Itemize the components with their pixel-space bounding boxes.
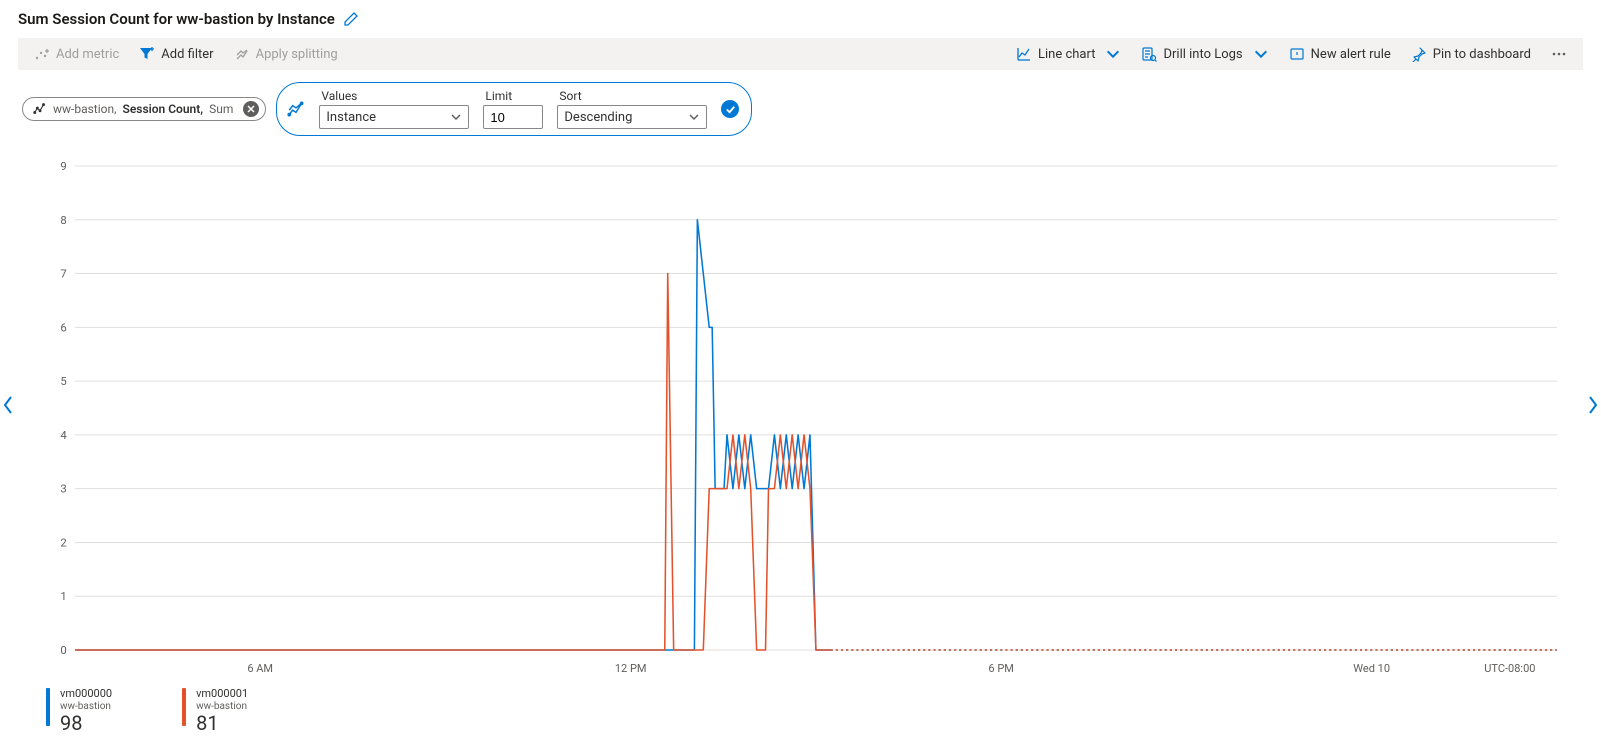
- chevron-down-icon: [1253, 46, 1269, 62]
- apply-splitting-button[interactable]: Apply splitting: [226, 40, 346, 68]
- split-icon: [234, 46, 250, 62]
- legend-swatch: [46, 688, 50, 726]
- legend-series-name: vm000000: [60, 688, 112, 701]
- toolbar: Add metric Add filter Apply splitting Li…: [18, 38, 1583, 70]
- metric-resource: ww-bastion,: [53, 102, 117, 116]
- drill-into-logs-label: Drill into Logs: [1163, 47, 1242, 62]
- pin-to-dashboard-button[interactable]: Pin to dashboard: [1403, 40, 1539, 68]
- page-title: Sum Session Count for ww-bastion by Inst…: [18, 10, 335, 28]
- svg-text:3: 3: [60, 483, 66, 496]
- new-alert-rule-label: New alert rule: [1311, 47, 1391, 62]
- x-tick-label: 12 PM: [615, 662, 647, 675]
- metric-pill[interactable]: ww-bastion, Session Count, Sum: [22, 97, 266, 121]
- line-chart-icon: [1016, 46, 1032, 62]
- legend-series-value: 98: [60, 713, 112, 734]
- add-filter-button[interactable]: Add filter: [131, 40, 221, 68]
- chart-svg[interactable]: 0 1 2 3 4 5 6 7 8 9: [40, 162, 1561, 662]
- logs-icon: [1141, 46, 1157, 62]
- sort-selected: Descending: [564, 110, 632, 125]
- chevron-down-icon: [450, 111, 462, 123]
- svg-text:6: 6: [60, 321, 66, 334]
- svg-text:7: 7: [60, 268, 66, 281]
- timezone-label: UTC-08:00: [1484, 662, 1535, 675]
- pin-icon: [1411, 46, 1427, 62]
- more-icon: [1551, 46, 1567, 62]
- limit-input[interactable]: [483, 105, 543, 129]
- pin-to-dashboard-label: Pin to dashboard: [1433, 47, 1531, 62]
- values-select[interactable]: Instance: [319, 105, 469, 129]
- check-icon: [725, 104, 736, 115]
- svg-text:1: 1: [60, 590, 66, 603]
- add-metric-button[interactable]: Add metric: [26, 40, 127, 68]
- x-axis: UTC-08:00 6 AM 12 PM 6 PM Wed 10: [40, 662, 1561, 680]
- values-selected: Instance: [326, 110, 376, 125]
- scatter-plus-icon: [34, 46, 50, 62]
- svg-text:0: 0: [60, 644, 66, 657]
- edit-icon[interactable]: [343, 11, 359, 27]
- legend-series-value: 81: [196, 713, 248, 734]
- svg-text:5: 5: [60, 375, 66, 388]
- values-label: Values: [319, 89, 469, 103]
- metric-aggregation: Sum: [209, 102, 233, 116]
- apply-split-button[interactable]: [721, 100, 739, 118]
- split-icon: [287, 100, 305, 118]
- close-icon: [246, 104, 256, 114]
- svg-text:8: 8: [60, 214, 66, 227]
- line-chart-label: Line chart: [1038, 47, 1095, 62]
- sort-label: Sort: [557, 89, 707, 103]
- x-tick-label: 6 PM: [988, 662, 1013, 675]
- add-filter-label: Add filter: [161, 47, 213, 62]
- legend-swatch: [182, 688, 186, 726]
- x-tick-label: 6 AM: [247, 662, 273, 675]
- next-time-range-button[interactable]: [1587, 395, 1599, 415]
- toolbar-more-button[interactable]: [1543, 40, 1575, 68]
- legend-series-name: vm000001: [196, 688, 248, 701]
- sort-select[interactable]: Descending: [557, 105, 707, 129]
- new-alert-rule-button[interactable]: New alert rule: [1281, 40, 1399, 68]
- limit-label: Limit: [483, 89, 543, 103]
- chevron-down-icon: [688, 111, 700, 123]
- add-metric-label: Add metric: [56, 47, 119, 62]
- x-tick-label: Wed 10: [1353, 662, 1390, 675]
- splitting-config: Values Instance Limit Sort Descending: [276, 82, 752, 136]
- svg-text:2: 2: [60, 537, 66, 550]
- svg-text:9: 9: [60, 162, 66, 173]
- alert-icon: [1289, 46, 1305, 62]
- metric-name: Session Count,: [123, 102, 204, 116]
- chevron-down-icon: [1105, 46, 1121, 62]
- prev-time-range-button[interactable]: [2, 395, 14, 415]
- series-icon: [33, 102, 47, 116]
- legend-item[interactable]: vm000001ww-bastion81: [182, 688, 248, 734]
- legend-item[interactable]: vm000000ww-bastion98: [46, 688, 112, 734]
- chart: 0 1 2 3 4 5 6 7 8 9 UTC-08:00 6 AM 12 PM 6 PM Wed 10: [40, 162, 1561, 680]
- svg-text:4: 4: [60, 429, 67, 442]
- filter-plus-icon: [139, 46, 155, 62]
- line-chart-dropdown[interactable]: Line chart: [1008, 40, 1129, 68]
- drill-into-logs-dropdown[interactable]: Drill into Logs: [1133, 40, 1276, 68]
- remove-metric-button[interactable]: [243, 101, 259, 117]
- legend: vm000000ww-bastion98 vm000001ww-bastion81: [18, 680, 1583, 746]
- apply-splitting-label: Apply splitting: [256, 47, 338, 62]
